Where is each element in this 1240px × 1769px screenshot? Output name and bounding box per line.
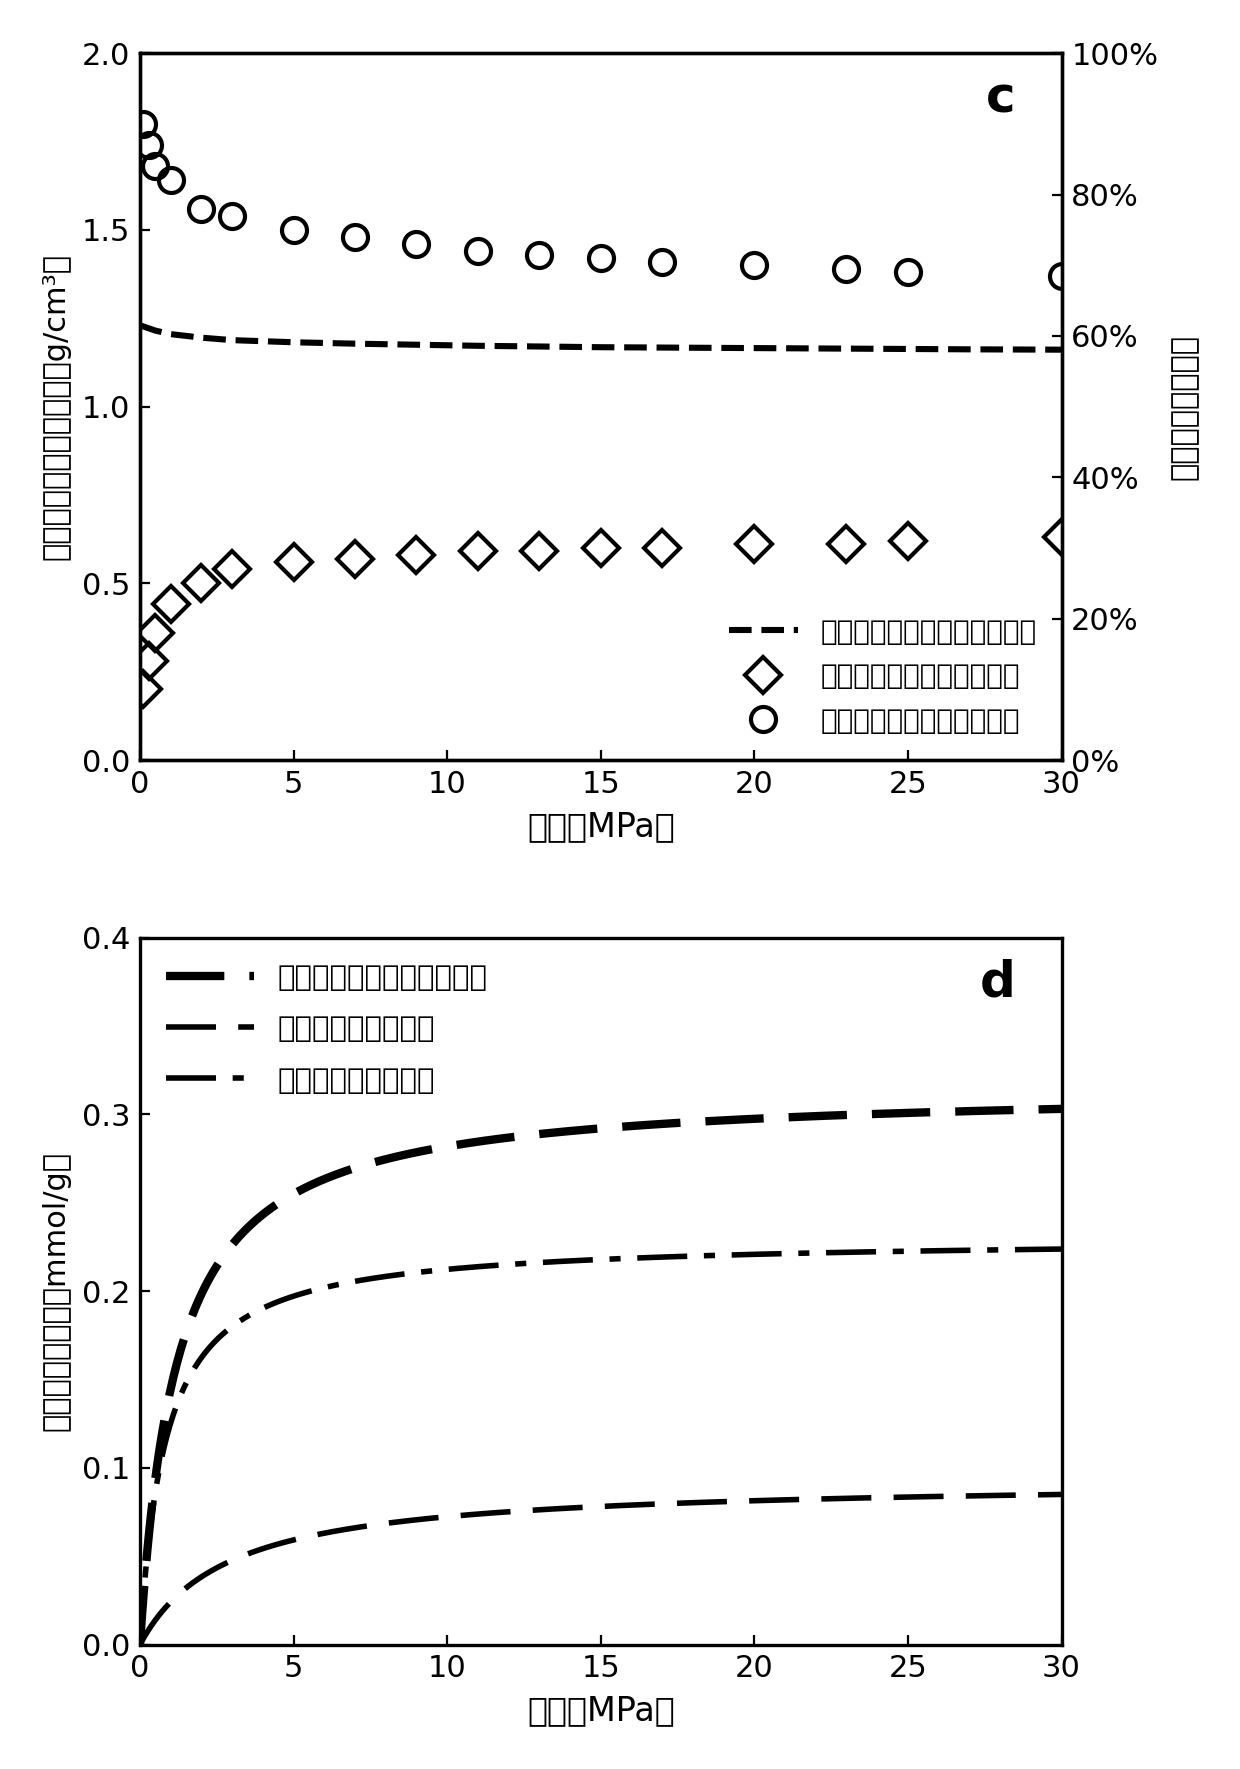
甲烷结对吸附量曲线: [1054, 1484, 1069, 1505]
吸附相二元气体标准状态密度: [286, 331, 301, 352]
吸附相二元气体中乙烷比例: [224, 205, 239, 226]
乙烷结对吸附量曲线: [575, 1249, 590, 1270]
甲烷结对吸附量曲线: [631, 1495, 646, 1516]
Line: 吸附相二元气体中乙烷比例: 吸附相二元气体中乙烷比例: [130, 111, 1074, 288]
吸附相二元气体中甲烷比例: [135, 679, 150, 701]
甲烷结对吸附量曲线: [1032, 1484, 1047, 1505]
吸附相二元气体中甲烷比例: [409, 545, 424, 566]
吸附相二元气体中甲烷比例: [286, 552, 301, 573]
吸附相二元气体中甲烷比例: [532, 541, 547, 563]
二元气体结对吸附总量曲线: [681, 1111, 696, 1132]
甲烷结对吸附量曲线: [133, 1635, 148, 1656]
吸附相二元气体中甲烷比例: [141, 651, 156, 672]
Line: 二元气体结对吸附总量曲线: 二元气体结对吸附总量曲线: [140, 1109, 1061, 1643]
吸附相二元气体标准状态密度: [717, 338, 732, 359]
吸附相二元气体中乙烷比例: [164, 170, 179, 191]
Legend: 吸附相二元气体标准状态密度, 吸附相二元气体中甲烷比例, 吸附相二元气体中乙烷比例: 吸附相二元气体标准状态密度, 吸附相二元气体中甲烷比例, 吸附相二元气体中乙烷比…: [718, 607, 1048, 747]
二元气体结对吸附总量曲线: [133, 1633, 148, 1654]
乙烷结对吸附量曲线: [681, 1245, 696, 1267]
甲烷结对吸附量曲线: [570, 1497, 585, 1518]
吸附相二元气体中乙烷比例: [900, 262, 915, 283]
Legend: 二元气体结对吸附总量曲线, 甲烷结对吸附量曲线, 乙烷结对吸附量曲线: 二元气体结对吸附总量曲线, 甲烷结对吸附量曲线, 乙烷结对吸附量曲线: [155, 952, 498, 1106]
乙烷结对吸附量曲线: [888, 1240, 903, 1261]
吸附相二元气体标准状态密度: [224, 329, 239, 350]
吸附相二元气体中乙烷比例: [141, 134, 156, 156]
吸附相二元气体中甲烷比例: [148, 623, 162, 644]
吸附相二元气体标准状态密度: [655, 336, 670, 357]
吸附相二元气体中甲烷比例: [839, 534, 854, 555]
乙烷结对吸附量曲线: [1054, 1238, 1069, 1260]
吸附相二元气体标准状态密度: [593, 336, 608, 357]
吸附相二元气体中乙烷比例: [655, 251, 670, 272]
乙烷结对吸附量曲线: [133, 1633, 148, 1654]
吸附相二元气体标准状态密度: [839, 338, 854, 359]
Y-axis label: 气体结对吸附量（mmol/g）: 气体结对吸附量（mmol/g）: [42, 1152, 71, 1431]
吸附相二元气体中甲烷比例: [347, 548, 362, 570]
Text: c: c: [986, 74, 1016, 122]
二元气体结对吸附总量曲线: [631, 1114, 646, 1136]
吸附相二元气体标准状态密度: [532, 336, 547, 357]
吸附相二元气体中甲烷比例: [655, 538, 670, 559]
吸附相二元气体中甲烷比例: [470, 541, 485, 563]
吸附相二元气体标准状态密度: [900, 338, 915, 359]
吸附相二元气体中甲烷比例: [164, 594, 179, 616]
吸附相二元气体标准状态密度: [133, 315, 148, 336]
甲烷结对吸附量曲线: [681, 1493, 696, 1514]
吸附相二元气体中乙烷比例: [746, 255, 761, 276]
吸附相二元气体中乙烷比例: [347, 226, 362, 248]
二元气体结对吸附总量曲线: [570, 1120, 585, 1141]
二元气体结对吸附总量曲线: [575, 1120, 590, 1141]
吸附相二元气体中乙烷比例: [409, 234, 424, 255]
Y-axis label: 二元气体标准状态密度（g/cm³）: 二元气体标准状态密度（g/cm³）: [42, 253, 71, 561]
吸附相二元气体标准状态密度: [148, 320, 162, 341]
吸附相二元气体中乙烷比例: [1054, 265, 1069, 287]
Y-axis label: 二元气体组成比例: 二元气体组成比例: [1169, 334, 1198, 479]
乙烷结对吸附量曲线: [570, 1251, 585, 1272]
吸附相二元气体标准状态密度: [777, 338, 792, 359]
吸附相二元气体中乙烷比例: [286, 219, 301, 241]
二元气体结对吸附总量曲线: [1054, 1099, 1069, 1120]
吸附相二元气体标准状态密度: [962, 338, 977, 359]
吸附相二元气体标准状态密度: [193, 327, 208, 348]
吸附相二元气体标准状态密度: [1054, 340, 1069, 361]
甲烷结对吸附量曲线: [888, 1486, 903, 1507]
吸附相二元气体标准状态密度: [347, 333, 362, 354]
二元气体结对吸附总量曲线: [1032, 1099, 1047, 1120]
Line: 吸附相二元气体中甲烷比例: 吸附相二元气体中甲烷比例: [130, 525, 1074, 702]
吸附相二元气体中乙烷比例: [470, 241, 485, 262]
吸附相二元气体中乙烷比例: [135, 113, 150, 134]
吸附相二元气体标准状态密度: [164, 324, 179, 345]
Line: 乙烷结对吸附量曲线: 乙烷结对吸附量曲线: [140, 1249, 1061, 1643]
吸附相二元气体中乙烷比例: [532, 244, 547, 265]
Line: 甲烷结对吸附量曲线: 甲烷结对吸附量曲线: [140, 1495, 1061, 1645]
吸附相二元气体中乙烷比例: [839, 258, 854, 280]
吸附相二元气体中甲烷比例: [1054, 527, 1069, 548]
吸附相二元气体中甲烷比例: [593, 538, 608, 559]
乙烷结对吸附量曲线: [631, 1247, 646, 1268]
Text: d: d: [980, 959, 1016, 1007]
吸附相二元气体中甲烷比例: [193, 573, 208, 594]
X-axis label: 压力（MPa）: 压力（MPa）: [527, 810, 675, 842]
吸附相二元气体标准状态密度: [409, 334, 424, 356]
吸附相二元气体中甲烷比例: [746, 534, 761, 555]
二元气体结对吸附总量曲线: [888, 1102, 903, 1123]
吸附相二元气体中乙烷比例: [148, 156, 162, 177]
甲烷结对吸附量曲线: [575, 1497, 590, 1518]
Line: 吸附相二元气体标准状态密度: 吸附相二元气体标准状态密度: [140, 325, 1061, 350]
吸附相二元气体中乙烷比例: [193, 198, 208, 219]
吸附相二元气体中甲烷比例: [224, 559, 239, 580]
X-axis label: 压力（MPa）: 压力（MPa）: [527, 1695, 675, 1727]
乙烷结对吸附量曲线: [1032, 1238, 1047, 1260]
吸附相二元气体中甲烷比例: [900, 531, 915, 552]
吸附相二元气体标准状态密度: [470, 334, 485, 356]
吸附相二元气体中乙烷比例: [593, 248, 608, 269]
